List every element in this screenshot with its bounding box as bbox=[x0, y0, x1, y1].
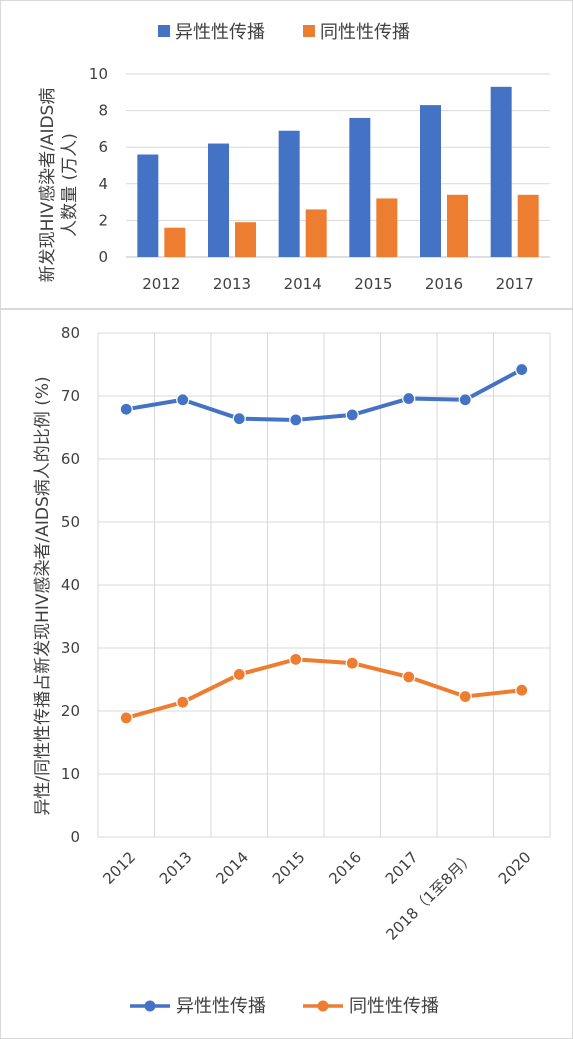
line-y-tick-label: 50 bbox=[61, 513, 80, 531]
bar-heterosexual-2014 bbox=[278, 130, 300, 257]
bar-x-tick-label: 2015 bbox=[354, 275, 392, 293]
legend-marker-homosexual bbox=[317, 1000, 329, 1012]
bar-chart-x-ticks: 2012 2013 2014 2015 2016 2017 bbox=[142, 275, 534, 293]
line-point-heterosexual-1 bbox=[176, 393, 190, 407]
line-series-heterosexual bbox=[124, 367, 524, 422]
bar-homosexual-2013 bbox=[235, 222, 256, 257]
bar-heterosexual-2015 bbox=[349, 117, 371, 257]
line-point-homosexual-0 bbox=[119, 711, 133, 725]
line-y-tick-label: 0 bbox=[70, 828, 80, 846]
line-point-heterosexual-3 bbox=[289, 413, 303, 427]
line-chart-gridlines bbox=[97, 332, 551, 838]
bar-x-tick-label: 2017 bbox=[496, 275, 534, 293]
bar-y-tick-label: 2 bbox=[98, 211, 108, 229]
line-chart-y-axis-title: 异性/同性性传播占新发现HIV感染者/AIDS病人的比例 (%) bbox=[33, 376, 53, 815]
bar-homosexual-2015 bbox=[376, 198, 398, 257]
bar-y-tick-label: 4 bbox=[98, 175, 108, 193]
line-y-tick-label: 20 bbox=[61, 702, 80, 720]
line-y-tick-label: 30 bbox=[61, 639, 80, 657]
bar-chart-legend: 异性性传播 同性性传播 bbox=[158, 22, 410, 43]
bar-y-tick-label: 8 bbox=[98, 102, 108, 120]
line-y-tick-label: 60 bbox=[61, 450, 80, 468]
bar-y-tick-label: 6 bbox=[98, 138, 108, 156]
bar-x-tick-label: 2013 bbox=[213, 275, 251, 293]
bar-y-tick-label: 10 bbox=[89, 65, 108, 83]
legend-label-homosexual-line: 同性性传播 bbox=[349, 996, 439, 1017]
bar-chart-y-axis-title-line2: 人数量 (万人) bbox=[60, 133, 80, 237]
bar-chart-gridlines bbox=[126, 73, 550, 258]
line-point-homosexual-6 bbox=[458, 689, 472, 704]
line-point-homosexual-7 bbox=[515, 683, 529, 697]
bar-x-tick-label: 2014 bbox=[284, 275, 322, 293]
legend-marker-heterosexual bbox=[144, 1000, 156, 1012]
bar-heterosexual-2016 bbox=[420, 105, 441, 257]
line-chart-series bbox=[119, 362, 529, 725]
line-series-homosexual bbox=[124, 657, 524, 720]
line-point-homosexual-5 bbox=[402, 670, 416, 684]
bar-chart-y-ticks: 0 2 4 6 8 10 bbox=[89, 65, 108, 266]
line-y-tick-label: 80 bbox=[61, 324, 80, 342]
bar-homosexual-2012 bbox=[164, 227, 186, 257]
legend-swatch-homosexual bbox=[303, 25, 315, 37]
legend-label-homosexual: 同性性传播 bbox=[320, 22, 410, 43]
line-point-homosexual-3 bbox=[289, 652, 303, 666]
bar-x-tick-label: 2012 bbox=[142, 275, 180, 293]
line-point-heterosexual-2 bbox=[232, 412, 246, 426]
line-point-heterosexual-6 bbox=[458, 393, 472, 407]
bar-chart-y-axis-title-line1: 新发现HIV感染者/AIDS病 bbox=[38, 88, 58, 283]
line-chart-frame bbox=[0, 309, 573, 1039]
line-point-heterosexual-0 bbox=[119, 402, 133, 416]
bar-homosexual-2017 bbox=[517, 194, 539, 257]
line-point-homosexual-2 bbox=[232, 667, 246, 682]
line-point-homosexual-1 bbox=[176, 695, 190, 709]
bar-y-tick-label: 0 bbox=[98, 248, 108, 266]
bar-x-tick-label: 2016 bbox=[425, 275, 463, 293]
line-y-tick-label: 70 bbox=[61, 387, 80, 405]
bar-heterosexual-2013 bbox=[208, 143, 229, 257]
line-chart-y-ticks: 0 10 20 30 40 50 60 70 80 bbox=[61, 324, 80, 846]
bar-chart-bars bbox=[137, 86, 539, 257]
line-point-homosexual-4 bbox=[345, 656, 359, 670]
line-point-heterosexual-5 bbox=[402, 391, 416, 406]
bar-homosexual-2014 bbox=[305, 209, 327, 257]
legend-swatch-heterosexual bbox=[158, 25, 170, 37]
bar-heterosexual-2017 bbox=[490, 86, 512, 257]
legend-label-heterosexual-line: 异性性传播 bbox=[176, 996, 266, 1017]
line-chart-legend: 异性性传播 同性性传播 bbox=[130, 996, 439, 1017]
bar-homosexual-2016 bbox=[447, 194, 468, 257]
bar-heterosexual-2012 bbox=[137, 154, 159, 257]
line-point-heterosexual-4 bbox=[345, 408, 359, 422]
line-y-tick-label: 40 bbox=[61, 576, 80, 594]
line-y-tick-label: 10 bbox=[61, 765, 80, 783]
line-point-heterosexual-7 bbox=[515, 362, 529, 377]
legend-label-heterosexual: 异性性传播 bbox=[175, 22, 265, 43]
